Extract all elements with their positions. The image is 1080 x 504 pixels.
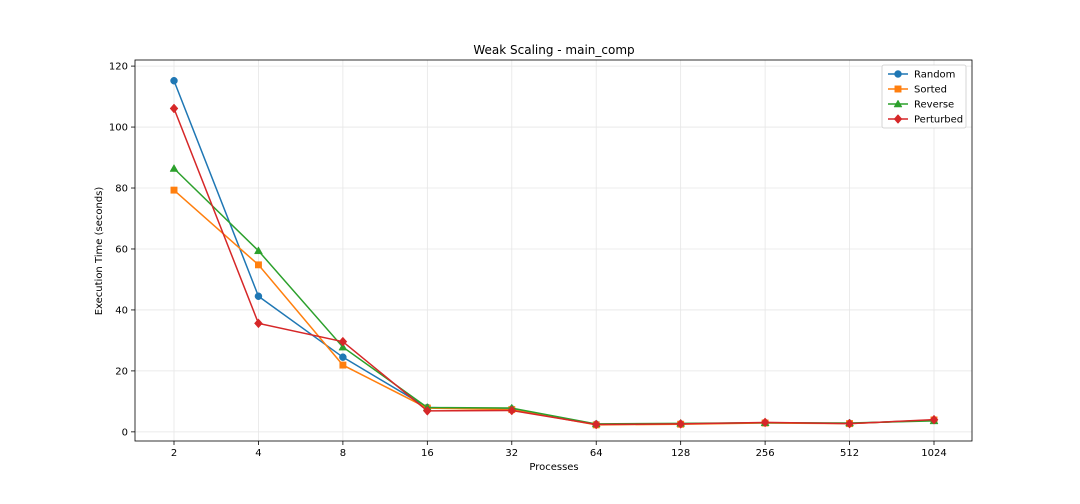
x-tick-label: 128 [671,448,690,459]
x-tick-label: 8 [340,448,346,459]
legend-label-random: Random [914,70,955,81]
series-perturbed [169,103,939,430]
y-tick-label: 60 [115,244,128,255]
data-point-random [339,353,347,361]
legend-item-random: Random [888,70,955,81]
plot-frame [134,59,973,442]
series-line-random [173,80,935,425]
x-tick-label: 64 [590,448,603,459]
x-axis-title: Processes [529,462,578,473]
x-tick-label: 4 [255,448,261,459]
grid-layer [135,60,972,441]
legend-item-sorted: Sorted [888,85,947,96]
series-random [170,76,938,428]
x-tick-label: 32 [505,448,518,459]
data-point-sorted [339,361,347,369]
data-point-random [254,292,263,300]
x-tick-label: 16 [421,448,434,459]
legend-item-perturbed: Perturbed [888,114,963,126]
y-tick-label: 100 [109,123,128,134]
legend-item-reverse: Reverse [888,99,954,111]
data-point-reverse [169,164,179,172]
legend-marker-random [894,70,902,78]
data-point-perturbed [254,318,263,329]
legend-marker-reverse [893,99,903,108]
x-tick-label: 2 [171,448,177,459]
data-point-perturbed [929,414,939,425]
data-point-random [170,76,178,85]
chart-title: Weak Scaling - main_comp [473,43,634,57]
series-sorted [170,186,938,429]
legend: Random Sorted Reverse Perturbed [881,64,967,129]
data-point-perturbed [845,418,854,429]
legend-label-perturbed: Perturbed [914,115,963,126]
data-point-reverse [338,342,348,351]
data-point-perturbed [422,405,432,416]
x-tick-label: 256 [756,448,775,459]
data-point-perturbed [676,419,686,429]
x-tick-label: 512 [840,448,859,459]
data-point-sorted [254,261,262,269]
y-axis-title: Execution Time (seconds) [94,187,105,316]
series-line-sorted [173,189,935,426]
data-point-perturbed [507,405,517,416]
series-layer [169,76,939,430]
legend-marker-sorted [894,85,902,93]
x-tick-label: 1024 [921,448,946,459]
series-line-perturbed [173,108,935,426]
data-point-perturbed [169,103,179,114]
y-tick-label: 80 [115,184,128,195]
legend-label-reverse: Reverse [914,100,954,111]
ticks-layer: 2 4 8 16 32 64 128 256 512 1024 0 20 40 60 80 100 120 [109,62,947,459]
data-point-perturbed [338,336,348,347]
data-point-perturbed [591,419,601,430]
legend-label-sorted: Sorted [914,85,947,96]
y-tick-label: 20 [115,366,128,377]
y-tick-label: 120 [109,62,128,73]
y-tick-label: 0 [122,427,128,438]
data-point-reverse [254,246,263,255]
legend-box [881,64,967,129]
y-tick-label: 40 [115,305,128,316]
legend-marker-perturbed [893,114,903,124]
series-line-reverse [173,167,935,425]
data-point-sorted [170,186,178,194]
data-point-perturbed [760,417,770,428]
